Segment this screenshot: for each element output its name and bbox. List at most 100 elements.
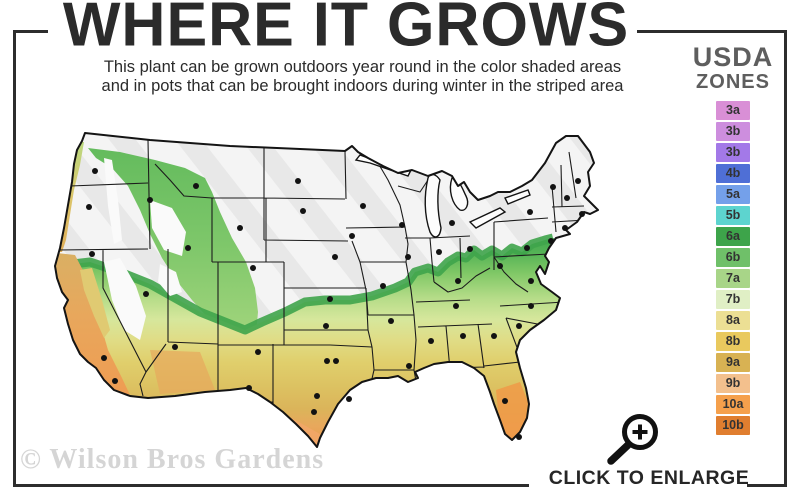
city-dot bbox=[405, 254, 411, 260]
city-dot bbox=[528, 278, 534, 284]
city-dot bbox=[360, 203, 366, 209]
nevada-white-patch bbox=[158, 264, 182, 296]
frame-border-bottom-right bbox=[747, 484, 787, 487]
city-dot bbox=[528, 303, 534, 309]
city-dot bbox=[147, 197, 153, 203]
legend-title-zones: ZONES bbox=[696, 71, 770, 93]
city-dot bbox=[548, 238, 554, 244]
city-dots-layer bbox=[86, 168, 585, 440]
city-dot bbox=[516, 323, 522, 329]
legend-zone-chips: 3a 3b 3b 4b 5a 5b 6a 6b 7a 7b 8a 8b 9a 9b 10a 10b bbox=[687, 101, 779, 435]
frame-border-bottom-left bbox=[13, 484, 529, 487]
subtitle-line-2: and in pots that can be brought indoors … bbox=[101, 77, 624, 96]
california-coast-strip bbox=[55, 250, 130, 405]
subtitle-line-1: This plant can be grown outdoors year ro… bbox=[103, 58, 622, 76]
city-dot bbox=[562, 225, 568, 231]
city-dot bbox=[516, 434, 522, 440]
city-dot bbox=[491, 333, 497, 339]
frame-border-right bbox=[784, 30, 787, 487]
city-dot bbox=[550, 184, 556, 190]
city-dot bbox=[449, 220, 455, 226]
city-dot bbox=[295, 178, 301, 184]
city-dot bbox=[89, 251, 95, 257]
city-dot bbox=[332, 254, 338, 260]
city-dot bbox=[101, 355, 107, 361]
legend-title-usda: USDA bbox=[692, 42, 774, 72]
legend-zone-6a: 6a bbox=[716, 227, 750, 246]
city-dot bbox=[564, 195, 570, 201]
legend-zone-9a: 9a bbox=[716, 353, 750, 372]
watermark: © Wilson Bros Gardens bbox=[20, 444, 325, 475]
city-dot bbox=[172, 344, 178, 350]
idaho-rockies-white-patch bbox=[150, 200, 186, 256]
city-dot bbox=[86, 204, 92, 210]
subtitle: This plant can be grown outdoors year ro… bbox=[55, 58, 670, 97]
legend-zone-9b: 9b bbox=[716, 374, 750, 393]
city-dot bbox=[527, 209, 533, 215]
city-dot bbox=[524, 245, 530, 251]
city-dot bbox=[406, 363, 412, 369]
legend-zone-7a: 7a bbox=[716, 269, 750, 288]
city-dot bbox=[399, 222, 405, 228]
city-dot bbox=[502, 398, 508, 404]
us-outline bbox=[54, 132, 599, 448]
zone-edge-dark-green bbox=[55, 233, 555, 335]
city-dot bbox=[579, 211, 585, 217]
city-dot bbox=[333, 358, 339, 364]
city-dot bbox=[324, 358, 330, 364]
city-dot bbox=[349, 233, 355, 239]
sierra-white-patch bbox=[104, 258, 146, 340]
cascades-white-patch bbox=[104, 158, 122, 244]
city-dot bbox=[246, 385, 252, 391]
city-dot bbox=[143, 291, 149, 297]
legend-zone-5a: 5a bbox=[716, 185, 750, 204]
map-color-layers bbox=[55, 133, 598, 447]
city-dot bbox=[436, 249, 442, 255]
city-dot bbox=[311, 409, 317, 415]
lake-michigan bbox=[424, 173, 442, 238]
city-dot bbox=[497, 263, 503, 269]
click-to-enlarge-button[interactable]: CLICK TO ENLARGE bbox=[548, 467, 750, 489]
city-dot bbox=[388, 318, 394, 324]
city-dot bbox=[314, 393, 320, 399]
central-valley-patch bbox=[80, 268, 110, 338]
city-dot bbox=[327, 296, 333, 302]
legend-zone-6b: 6b bbox=[716, 248, 750, 267]
lake-erie bbox=[468, 207, 507, 229]
city-dot bbox=[428, 338, 434, 344]
city-dot bbox=[185, 245, 191, 251]
city-dot bbox=[380, 283, 386, 289]
magnifier-plus-icon[interactable] bbox=[598, 406, 662, 468]
city-dot bbox=[346, 396, 352, 402]
city-dot bbox=[193, 183, 199, 189]
city-dot bbox=[453, 303, 459, 309]
lake-ontario bbox=[504, 189, 531, 205]
city-dot bbox=[112, 378, 118, 384]
legend-zone-4b: 4b bbox=[716, 164, 750, 183]
usda-zones-legend: USDA ZONES 3a 3b 3b 4b 5a 5b 6a 6b 7a 7b 8a 8b 9a 9b 1… bbox=[687, 44, 779, 437]
arizona-orange-patch bbox=[150, 350, 215, 394]
legend-zone-3a: 3a bbox=[716, 101, 750, 120]
legend-zone-7b: 7b bbox=[716, 290, 750, 309]
city-dot bbox=[92, 168, 98, 174]
florida-orange-patch bbox=[496, 382, 528, 440]
city-dot bbox=[237, 225, 243, 231]
city-dot bbox=[300, 208, 306, 214]
city-dot bbox=[460, 333, 466, 339]
legend-zone-8a: 8a bbox=[716, 311, 750, 330]
legend-zone-3b: 3b bbox=[716, 143, 750, 162]
frame-border-top-right bbox=[637, 30, 787, 33]
page-title: WHERE IT GROWS bbox=[62, 0, 630, 59]
frame-border-left bbox=[13, 30, 16, 487]
frame-border-top-left bbox=[13, 30, 48, 33]
legend-zone-8b: 8b bbox=[716, 332, 750, 351]
city-dot bbox=[455, 278, 461, 284]
city-dot bbox=[467, 246, 473, 252]
city-dot bbox=[255, 349, 261, 355]
legend-zone-3b: 3b bbox=[716, 122, 750, 141]
legend-zone-10a: 10a bbox=[716, 395, 750, 414]
city-dot bbox=[250, 265, 256, 271]
city-dot bbox=[575, 178, 581, 184]
